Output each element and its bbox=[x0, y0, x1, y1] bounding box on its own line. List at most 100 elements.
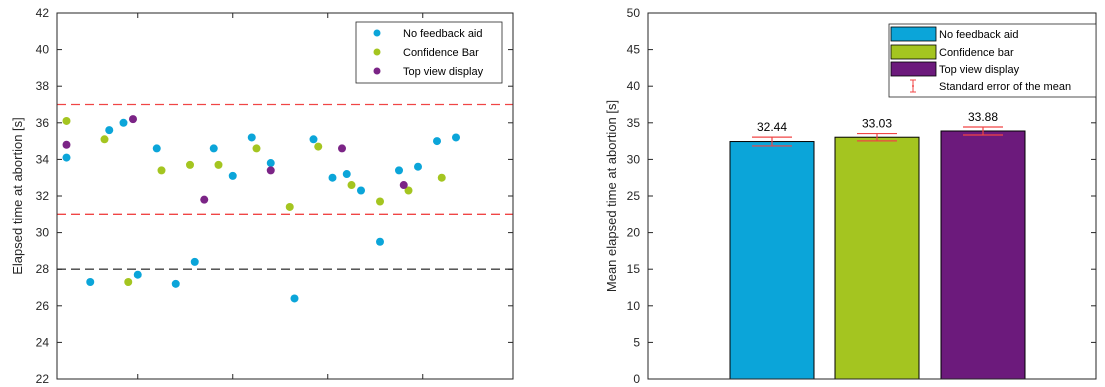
scatter-point bbox=[347, 181, 356, 190]
y-tick-label: 38 bbox=[36, 79, 50, 93]
legend-label-bar-confidence: Confidence bar bbox=[939, 47, 1014, 59]
scatter-point bbox=[342, 170, 351, 179]
scatter-point bbox=[252, 144, 261, 153]
error-bars bbox=[752, 126, 1003, 147]
reference-lines bbox=[57, 103, 513, 270]
scatter-point bbox=[309, 135, 318, 144]
y-tick-label: 30 bbox=[627, 152, 641, 166]
y-tick-label: 24 bbox=[36, 335, 50, 349]
legend-swatch-no-feedback bbox=[890, 26, 937, 42]
legend-errorbar-marker bbox=[910, 79, 916, 93]
scatter-point bbox=[338, 144, 346, 153]
scatter-point bbox=[437, 173, 446, 182]
legend-swatch-top-view bbox=[890, 61, 937, 77]
scatter-points bbox=[62, 115, 460, 303]
y-tick-label: 42 bbox=[36, 6, 50, 20]
legend-marker-confidence bbox=[373, 48, 381, 56]
scatter-point bbox=[209, 144, 218, 153]
y-tick-label: 35 bbox=[627, 116, 641, 130]
scatter-point bbox=[314, 142, 323, 151]
scatter-point bbox=[171, 279, 180, 288]
y-tick-label: 20 bbox=[627, 226, 641, 240]
scatter-point bbox=[357, 186, 365, 195]
legend-swatch-confidence bbox=[890, 44, 937, 60]
scatter-y-axis: 22 24 26 28 30 32 34 36 38 40 42 bbox=[36, 6, 513, 386]
scatter-x-axis bbox=[137, 13, 424, 379]
legend-marker-no-feedback bbox=[373, 29, 381, 37]
bar-value-label: 33.03 bbox=[862, 117, 892, 131]
y-tick-label: 40 bbox=[36, 43, 50, 57]
scatter-point bbox=[433, 137, 441, 146]
y-tick-label: 15 bbox=[627, 262, 641, 276]
scatter-point bbox=[124, 278, 133, 287]
scatter-point bbox=[62, 140, 71, 149]
legend-label-top-view: Top view display bbox=[403, 66, 484, 78]
bars bbox=[729, 130, 1026, 380]
scatter-legend: No feedback aid Confidence Bar Top view … bbox=[355, 21, 503, 84]
scatter-chart: 22 24 26 28 30 32 34 36 38 40 42 Elapsed time at a… bbox=[10, 6, 514, 386]
bar-value-labels: 32.44 33.03 33.88 bbox=[757, 110, 998, 134]
y-tick-label: 0 bbox=[633, 372, 640, 386]
scatter-point bbox=[214, 160, 223, 169]
bar-chart: 32.44 33.03 33.88 0 5 10 15 20 25 30 35 40 45 50 Mea… bbox=[604, 6, 1097, 386]
scatter-point bbox=[376, 237, 384, 246]
y-tick-label: 5 bbox=[633, 335, 640, 349]
scatter-point bbox=[414, 162, 422, 171]
scatter-point bbox=[62, 153, 71, 162]
error-bar bbox=[752, 136, 792, 147]
scatter-point bbox=[290, 294, 299, 303]
legend-label-bar-top-view: Top view display bbox=[939, 64, 1020, 76]
scatter-point bbox=[119, 118, 128, 127]
scatter-point bbox=[62, 116, 71, 125]
y-tick-label: 45 bbox=[627, 43, 641, 57]
scatter-point bbox=[452, 133, 460, 142]
y-tick-label: 34 bbox=[36, 152, 50, 166]
scatter-point bbox=[376, 197, 384, 206]
y-tick-label: 26 bbox=[36, 299, 50, 313]
y-tick-label: 50 bbox=[627, 6, 641, 20]
legend-label-no-feedback: No feedback aid bbox=[403, 28, 483, 40]
bar-value-label: 33.88 bbox=[968, 110, 998, 124]
scatter-point bbox=[404, 186, 413, 195]
legend-marker-top-view bbox=[373, 67, 381, 75]
legend-label-confidence: Confidence Bar bbox=[403, 47, 479, 59]
error-bar bbox=[963, 126, 1003, 136]
bar-y-axis-label: Mean elapsed time at abortion [s] bbox=[604, 100, 619, 292]
bar-value-label: 32.44 bbox=[757, 120, 787, 134]
scatter-point bbox=[186, 160, 194, 169]
scatter-point bbox=[247, 133, 256, 142]
y-tick-label: 36 bbox=[36, 116, 50, 130]
scatter-point bbox=[133, 270, 142, 279]
scatter-point bbox=[399, 181, 408, 190]
y-tick-label: 30 bbox=[36, 226, 50, 240]
scatter-point bbox=[328, 173, 337, 182]
bar bbox=[834, 136, 920, 380]
bar bbox=[940, 130, 1026, 380]
scatter-point bbox=[395, 166, 403, 175]
legend-label-bar-no-feedback: No feedback aid bbox=[939, 29, 1019, 41]
scatter-point bbox=[266, 166, 275, 175]
scatter-y-axis-label: Elapsed time at abortion [s] bbox=[10, 117, 25, 275]
scatter-point bbox=[266, 159, 275, 168]
bar-legend: No feedback aid Confidence bar Top view … bbox=[888, 23, 1097, 98]
scatter-point bbox=[105, 126, 114, 135]
legend-label-sem: Standard error of the mean bbox=[939, 81, 1071, 93]
y-tick-label: 10 bbox=[627, 299, 641, 313]
scatter-point bbox=[228, 171, 237, 180]
bar-y-axis: 0 5 10 15 20 25 30 35 40 45 50 bbox=[627, 6, 1096, 386]
scatter-point bbox=[285, 202, 294, 211]
scatter-point bbox=[200, 195, 209, 204]
bar bbox=[729, 141, 815, 380]
y-tick-label: 28 bbox=[36, 262, 50, 276]
scatter-point bbox=[86, 278, 95, 287]
scatter-point bbox=[157, 166, 166, 175]
scatter-point bbox=[152, 144, 161, 153]
y-tick-label: 25 bbox=[627, 189, 641, 203]
error-bar bbox=[857, 132, 897, 142]
scatter-point bbox=[100, 135, 109, 144]
scatter-point bbox=[190, 257, 199, 266]
y-tick-label: 40 bbox=[627, 79, 641, 93]
y-tick-label: 32 bbox=[36, 189, 50, 203]
y-tick-label: 22 bbox=[36, 372, 50, 386]
